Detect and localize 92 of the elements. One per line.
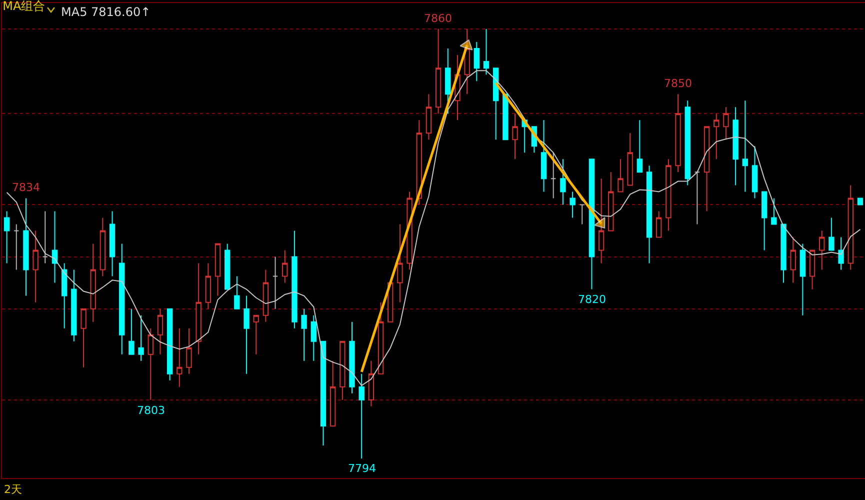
candlestick xyxy=(128,308,134,355)
candlestick xyxy=(848,184,854,270)
candlestick xyxy=(340,340,346,400)
candlestick xyxy=(148,328,154,400)
candlestick xyxy=(771,198,777,225)
candlestick xyxy=(330,360,336,426)
candlestick xyxy=(349,321,355,394)
chart-title: MA组合 xyxy=(2,0,46,13)
candlestick xyxy=(723,106,729,140)
candlestick xyxy=(857,198,864,206)
candlestick xyxy=(780,224,786,284)
candlestick xyxy=(23,198,29,296)
candlestick xyxy=(244,295,250,374)
candlestick xyxy=(272,256,278,310)
candlestick xyxy=(512,113,518,160)
candlestick xyxy=(636,120,643,173)
candlestick xyxy=(714,113,720,160)
candlestick xyxy=(608,172,614,232)
candlestick xyxy=(627,132,633,186)
candlestick xyxy=(358,373,364,459)
candlestick xyxy=(694,172,700,225)
candlestick xyxy=(656,210,662,238)
candlestick xyxy=(828,217,834,251)
candlestick xyxy=(262,269,269,322)
candlestick xyxy=(588,158,595,290)
candlestick xyxy=(320,340,326,446)
candlestick xyxy=(109,210,116,277)
candlestick xyxy=(819,230,825,270)
candlestick xyxy=(138,314,144,362)
candlestick xyxy=(666,158,672,232)
candlestick xyxy=(310,314,316,362)
candlestick xyxy=(752,146,758,199)
candlestick xyxy=(205,262,212,310)
candlestick xyxy=(90,243,96,322)
candlestick xyxy=(100,217,106,277)
candlestick xyxy=(675,94,681,173)
candlestick xyxy=(761,191,768,251)
candlestick xyxy=(445,48,451,114)
candlestick xyxy=(214,243,221,296)
candlestick xyxy=(492,68,499,140)
annotation: MA5 7816.60↑ xyxy=(61,5,151,19)
candlestick xyxy=(732,106,738,186)
annotation: 7803 xyxy=(137,404,165,417)
candlestick xyxy=(646,165,652,264)
candlestick xyxy=(157,308,164,355)
candlestick xyxy=(32,230,38,303)
candlestick xyxy=(684,100,690,186)
candlestick xyxy=(166,308,173,381)
candlestick xyxy=(560,158,566,206)
candlestick xyxy=(397,224,403,303)
candlestick xyxy=(570,191,576,218)
candlestick xyxy=(301,308,307,362)
candlestick xyxy=(474,42,480,82)
text: 2天 xyxy=(4,483,22,496)
candlestick xyxy=(742,100,748,192)
candlestick xyxy=(800,243,806,316)
candlestick xyxy=(618,158,624,192)
candlestick xyxy=(790,236,796,284)
candlestick xyxy=(253,314,259,355)
candlestick xyxy=(368,360,374,407)
candlestick xyxy=(292,230,298,329)
candlestick xyxy=(435,28,442,114)
candlestick xyxy=(282,250,288,284)
candlestick xyxy=(838,236,844,270)
candlestick xyxy=(61,262,68,329)
annotation: 7820 xyxy=(578,293,606,306)
candlestick xyxy=(80,308,86,368)
candlestick xyxy=(550,152,556,199)
candlestick xyxy=(42,210,48,264)
candlestick xyxy=(224,243,230,290)
candlestick xyxy=(71,269,77,342)
candlestick xyxy=(704,126,710,212)
candlestick xyxy=(14,224,20,270)
candlestick xyxy=(119,243,125,355)
annotation: 7860 xyxy=(424,12,452,25)
candlestick xyxy=(234,276,240,310)
candlestick xyxy=(502,94,508,140)
candlestick xyxy=(809,250,816,290)
candlestick xyxy=(483,28,490,76)
candlestick xyxy=(176,328,182,388)
annotation: 7834 xyxy=(12,181,40,194)
candlestick xyxy=(426,94,432,140)
candlestick xyxy=(378,302,384,374)
candlestick xyxy=(540,120,547,192)
candlestick xyxy=(52,210,58,284)
candlestick xyxy=(4,210,10,264)
candlestick xyxy=(186,328,192,374)
annotation: 7794 xyxy=(348,462,376,475)
candlestick xyxy=(579,204,585,225)
annotation: 7850 xyxy=(664,77,692,90)
candlestick xyxy=(196,262,202,355)
candlestick xyxy=(464,28,470,95)
